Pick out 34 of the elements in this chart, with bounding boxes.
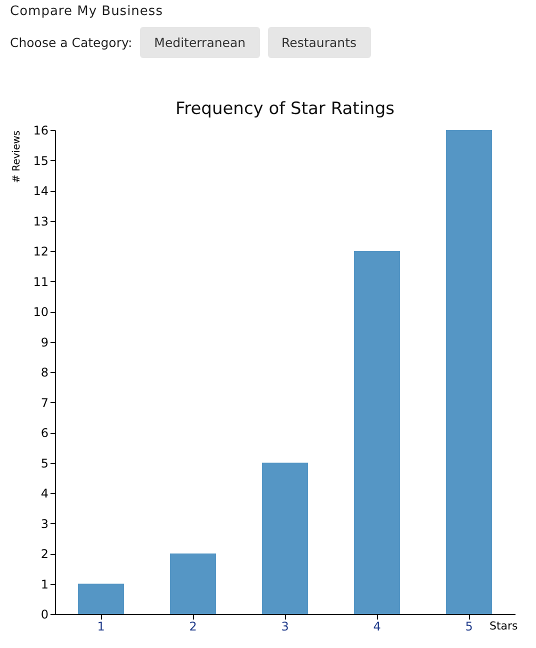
bar [262,462,308,614]
x-tick-label: 4 [373,620,381,634]
y-tick-label: 0 [40,608,48,622]
x-tick-label: 3 [281,620,289,634]
y-tick-label: 7 [40,396,48,410]
category-button[interactable]: Mediterranean [140,27,260,58]
y-tick-label: 15 [33,154,48,168]
y-tick-label: 9 [40,335,48,350]
y-tick-label: 10 [33,305,48,319]
x-axis-title: Stars [490,620,518,632]
x-tick-label: 1 [97,620,105,634]
category-button[interactable]: Restaurants [268,27,370,58]
y-tick-label: 11 [33,274,48,289]
y-tick-label: 14 [33,184,48,198]
bar [446,130,492,614]
y-tick-label: 2 [40,547,48,561]
y-tick-label: 3 [40,516,48,531]
y-tick-label: 16 [33,124,48,138]
y-tick-label: 8 [40,366,48,380]
y-tick-label: 1 [40,577,48,592]
y-tick-label: 6 [40,426,48,440]
y-tick-label: 4 [40,486,48,500]
text: Choose a Category: [10,35,132,50]
text: Compare My Business [10,4,163,19]
bar [354,251,400,614]
y-tick-label: 13 [33,214,48,228]
y-tick-label: 5 [40,456,48,470]
y-axis-title: # Reviews [12,130,22,183]
x-tick-label: 2 [189,620,197,634]
chart-title: Frequency of Star Ratings [176,99,395,119]
x-tick-label: 5 [465,620,473,634]
bar [170,554,216,614]
y-tick-label: 12 [33,244,48,258]
bar [78,584,124,614]
